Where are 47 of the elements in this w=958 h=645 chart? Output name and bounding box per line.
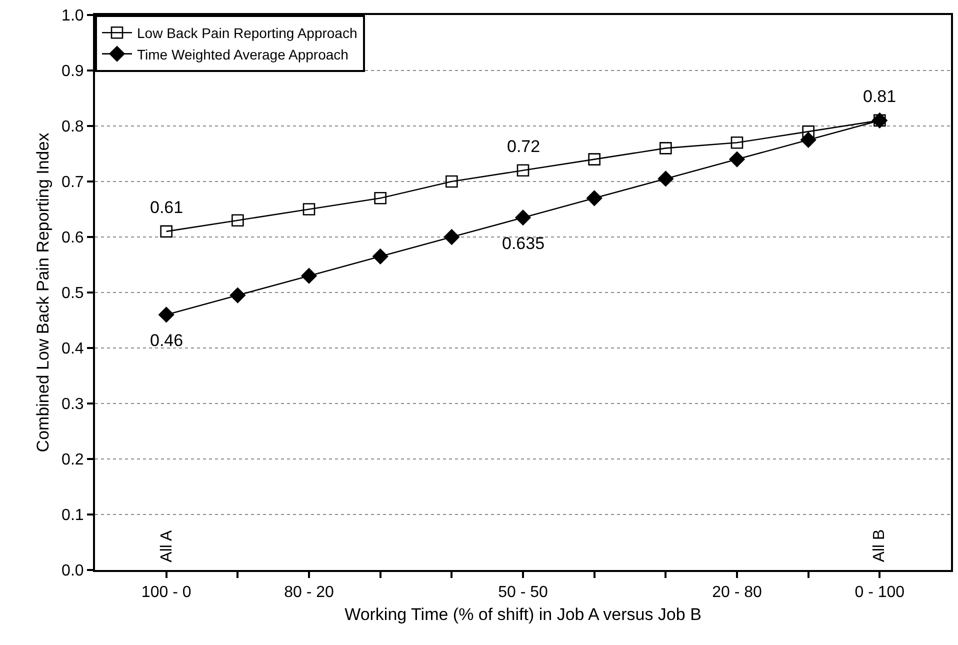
y-tick-label: 0.2 xyxy=(62,452,84,469)
x-axis-title: Working Time (% of shift) in Job A versus Job B xyxy=(344,605,702,624)
point xyxy=(802,125,814,138)
y-tick-label: 1.0 xyxy=(62,8,84,25)
annotation: 0.635 xyxy=(502,234,545,253)
point xyxy=(372,248,388,264)
point xyxy=(586,190,602,206)
y-tick-label: 0.9 xyxy=(62,63,84,80)
x-tick-label: 100 - 0 xyxy=(141,584,192,602)
point xyxy=(230,287,246,304)
annotation: All B xyxy=(871,529,888,562)
point xyxy=(374,192,386,204)
point xyxy=(446,175,458,188)
annotation: 0.46 xyxy=(150,331,184,350)
x-tick-label: 50 - 50 xyxy=(498,584,548,602)
point xyxy=(302,203,316,216)
y-tick-label: 0.7 xyxy=(62,174,84,192)
annotation: 0.72 xyxy=(507,137,540,156)
point xyxy=(588,153,600,166)
point xyxy=(730,136,744,149)
point xyxy=(516,164,530,177)
y-tick-label: 0.3 xyxy=(62,396,84,414)
point xyxy=(158,306,174,322)
x-tick-label: 80 - 20 xyxy=(284,584,334,602)
y-tick-label: 0.8 xyxy=(62,118,84,136)
y-tick-label: 0.1 xyxy=(62,507,84,524)
y-tick-label: 0.5 xyxy=(62,285,84,302)
point xyxy=(800,132,816,148)
x-tick-label: 20 - 80 xyxy=(712,584,762,602)
legend-label: Low Back Pain Reporting Approach xyxy=(137,25,358,42)
point xyxy=(515,210,531,226)
annotation: 0.61 xyxy=(150,198,184,217)
y-tick-label: 0.0 xyxy=(62,562,84,580)
point xyxy=(658,170,674,187)
point xyxy=(232,214,244,226)
annotation: All A xyxy=(158,530,176,562)
point xyxy=(444,229,460,245)
annotation: 0.81 xyxy=(863,87,896,106)
y-tick-label: 0.4 xyxy=(62,340,84,358)
point xyxy=(660,142,672,154)
legend-label: Time Weighted Average Approach xyxy=(137,46,348,62)
point xyxy=(729,152,745,168)
y-tick-label: 0.6 xyxy=(62,230,84,247)
x-tick-label: 0 - 100 xyxy=(854,584,905,602)
point xyxy=(301,268,317,284)
y-axis-title: Combined Low Back Pain Reporting Index xyxy=(34,132,53,452)
point xyxy=(160,225,172,238)
